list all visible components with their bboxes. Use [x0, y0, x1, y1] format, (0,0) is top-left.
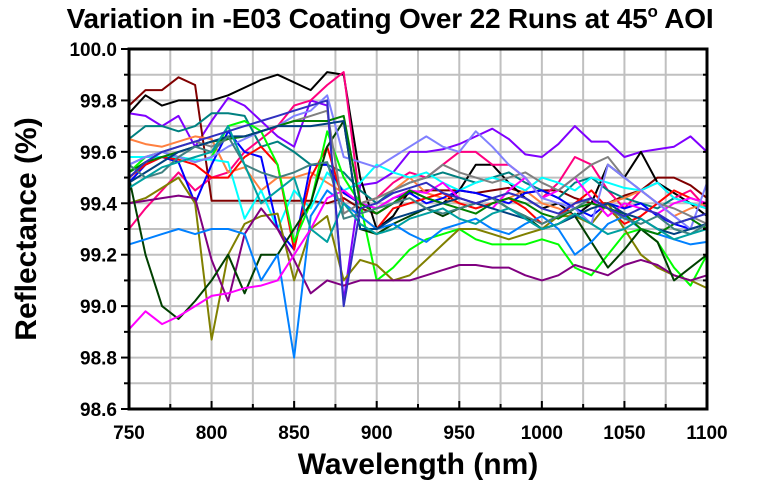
- series-line-7: [129, 156, 708, 230]
- series-line-1: [128, 96, 708, 302]
- series-line-22: [128, 99, 708, 308]
- y-tick-labels: 98.6 98.8 99.0 99.2 99.4 99.6 99.8 100.0: [69, 40, 117, 421]
- x-tick-labels: 750 800 850 900 950 1000 1050 1100: [113, 423, 727, 444]
- x-tick-label: 1000: [521, 423, 563, 444]
- y-tick-label: 99.8: [80, 91, 117, 112]
- ticks-group: [121, 48, 708, 410]
- x-tick-label: 750: [113, 423, 145, 444]
- x-tick-label: 1050: [603, 423, 645, 444]
- series-line-11: [128, 176, 708, 341]
- y-tick-label: 98.6: [80, 400, 117, 421]
- y-tick-label: 99.4: [80, 194, 117, 215]
- x-tick-label: 900: [361, 423, 393, 444]
- y-tick-label: 98.8: [80, 349, 117, 370]
- series-group: [128, 71, 708, 359]
- x-tick-label: 800: [196, 423, 228, 444]
- series-line-13: [128, 120, 708, 320]
- y-tick-label: 99.2: [80, 246, 117, 267]
- y-axis-title: Reflectance (%): [10, 117, 43, 340]
- x-tick-label: 950: [443, 423, 475, 444]
- x-tick-label: 850: [278, 423, 310, 444]
- series-line-21: [128, 125, 708, 243]
- degree-symbol: o: [647, 2, 658, 21]
- y-tick-label: 99.6: [80, 143, 117, 164]
- x-tick-label: 1100: [686, 423, 727, 444]
- chart-title-main: Variation in -E03 Coating Over 22 Runs a…: [66, 3, 648, 34]
- y-tick-label: 99.0: [80, 297, 117, 318]
- chart-title: Variation in -E03 Coating Over 22 Runs a…: [0, 2, 780, 35]
- series-line-17: [128, 94, 708, 230]
- x-axis-title: Wavelength (nm): [298, 448, 539, 481]
- y-tick-label: 100.0: [69, 40, 117, 61]
- chart-title-suffix: AOI: [657, 3, 714, 34]
- series-line-15: [128, 176, 708, 330]
- series-line-19: [128, 120, 708, 236]
- series-line-14: [128, 189, 708, 359]
